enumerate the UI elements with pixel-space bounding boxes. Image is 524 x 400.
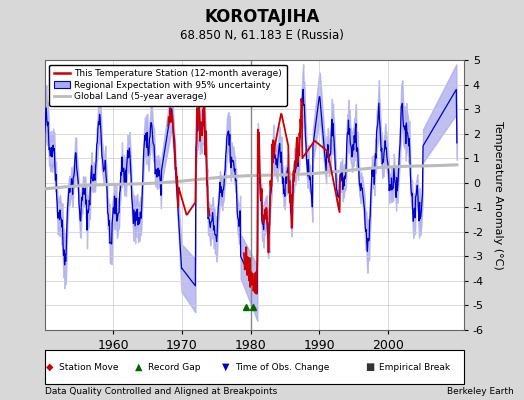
Text: Data Quality Controlled and Aligned at Breakpoints: Data Quality Controlled and Aligned at B… (45, 387, 277, 396)
Text: ▲: ▲ (135, 362, 143, 372)
Text: Time of Obs. Change: Time of Obs. Change (235, 363, 329, 372)
Text: ◆: ◆ (46, 362, 53, 372)
Text: Record Gap: Record Gap (148, 363, 201, 372)
Text: 68.850 N, 61.183 E (Russia): 68.850 N, 61.183 E (Russia) (180, 29, 344, 42)
Text: ■: ■ (365, 362, 374, 372)
Text: Empirical Break: Empirical Break (379, 363, 450, 372)
Text: ▼: ▼ (222, 362, 229, 372)
Text: Berkeley Earth: Berkeley Earth (447, 387, 514, 396)
Legend: This Temperature Station (12-month average), Regional Expectation with 95% uncer: This Temperature Station (12-month avera… (49, 64, 287, 106)
Text: KOROTAJIHA: KOROTAJIHA (204, 8, 320, 26)
Text: Station Move: Station Move (59, 363, 119, 372)
Y-axis label: Temperature Anomaly (°C): Temperature Anomaly (°C) (493, 121, 504, 269)
